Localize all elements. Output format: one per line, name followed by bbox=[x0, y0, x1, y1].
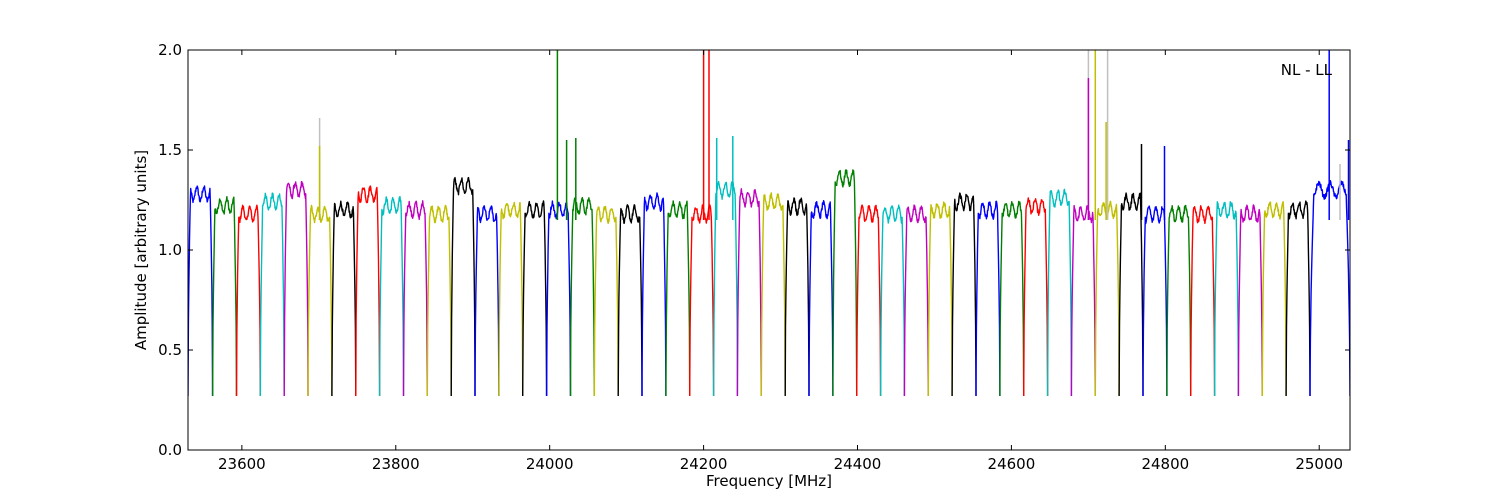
subband-line bbox=[975, 200, 1001, 397]
x-tick-label: 24000 bbox=[526, 455, 574, 473]
subband-line bbox=[641, 192, 667, 397]
subband-line bbox=[283, 180, 309, 397]
subband-line bbox=[1285, 200, 1311, 397]
subband-line bbox=[188, 185, 214, 397]
subband-line bbox=[426, 204, 452, 397]
subband-line bbox=[879, 204, 906, 397]
subband-line bbox=[474, 205, 500, 397]
subband-line bbox=[736, 188, 762, 397]
x-tick-label: 23600 bbox=[218, 455, 266, 473]
subband-line bbox=[1309, 179, 1350, 397]
subband-line bbox=[1142, 205, 1168, 397]
x-tick-label: 24400 bbox=[834, 455, 882, 473]
subband-line bbox=[1046, 188, 1073, 397]
x-axis-label: Frequency [MHz] bbox=[706, 472, 832, 490]
plot-annotation: NL - LL bbox=[1281, 61, 1333, 79]
x-tick-label: 24200 bbox=[680, 455, 728, 473]
subband-line bbox=[593, 205, 619, 397]
subband-line bbox=[522, 200, 548, 397]
subband-line bbox=[1237, 204, 1264, 397]
subband-line bbox=[1189, 205, 1216, 397]
subband-line bbox=[951, 192, 977, 397]
subband-line bbox=[259, 192, 285, 397]
subband-line bbox=[331, 200, 357, 397]
x-tick-label: 24600 bbox=[988, 455, 1036, 473]
spectrum-lines bbox=[188, 50, 1350, 397]
subband-line bbox=[665, 200, 691, 397]
subband-line bbox=[1213, 201, 1240, 397]
subband-line bbox=[856, 204, 882, 397]
subband-line bbox=[450, 176, 476, 397]
x-tick-label: 24800 bbox=[1141, 455, 1189, 473]
x-tick-label: 25000 bbox=[1295, 455, 1343, 473]
y-tick-label: 0.0 bbox=[158, 441, 182, 459]
y-tick-label: 0.5 bbox=[158, 341, 182, 359]
y-tick-label: 2.0 bbox=[158, 41, 182, 59]
subband-line bbox=[903, 204, 929, 397]
subband-line bbox=[1023, 197, 1049, 397]
subband-line bbox=[402, 200, 428, 397]
subband-line bbox=[927, 201, 953, 397]
subband-line bbox=[1118, 192, 1144, 397]
subband-line bbox=[999, 200, 1025, 397]
y-axis: 0.0 0.5 1.0 1.5 2.0 bbox=[158, 41, 1350, 459]
subband-line bbox=[378, 195, 405, 397]
y-axis-label: Amplitude [arbitrary units] bbox=[132, 150, 150, 350]
subband-line bbox=[569, 196, 595, 397]
x-axis: 23600 23800 24000 24200 24400 24600 24800 25000 bbox=[218, 50, 1343, 473]
subband-line bbox=[617, 204, 643, 397]
subband-line bbox=[235, 204, 261, 397]
y-tick-label: 1.5 bbox=[158, 141, 182, 159]
y-tick-label: 1.0 bbox=[158, 241, 182, 259]
subband-line bbox=[498, 201, 524, 397]
subband-line bbox=[1166, 204, 1192, 397]
subband-line bbox=[760, 192, 786, 397]
x-tick-label: 23800 bbox=[372, 455, 420, 473]
subband-line bbox=[211, 195, 238, 397]
subband-line bbox=[1261, 200, 1287, 397]
subband-line bbox=[784, 197, 810, 397]
subband-line bbox=[1070, 204, 1097, 397]
subband-line bbox=[832, 169, 858, 397]
subband-line bbox=[808, 199, 834, 397]
subband-line bbox=[355, 185, 381, 397]
